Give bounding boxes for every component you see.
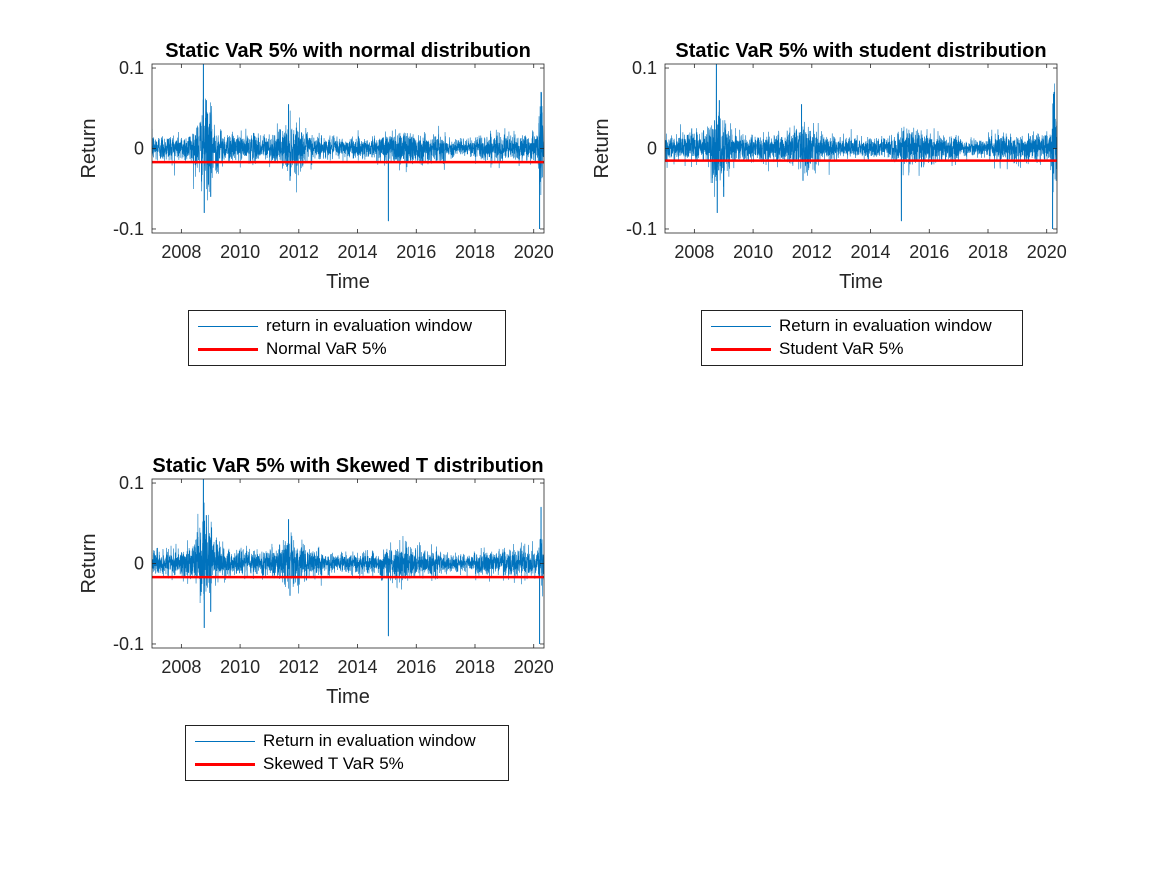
y-tick-label: 0.1 (119, 473, 144, 493)
chart-title: Static VaR 5% with student distribution (675, 40, 1046, 62)
legend-item-return: Return in evaluation window (702, 315, 1022, 337)
x-tick-label: 2016 (396, 242, 436, 262)
legend-swatch-return (711, 326, 771, 327)
legend-student: Return in evaluation window Student VaR … (701, 310, 1023, 366)
x-tick-label: 2020 (514, 242, 554, 262)
legend-label-var: Normal VaR 5% (266, 339, 387, 358)
y-tick-label: 0.1 (632, 58, 657, 78)
x-tick-label: 2012 (279, 242, 319, 262)
x-axis-label: Time (326, 686, 370, 708)
y-tick-label: -0.1 (626, 219, 657, 239)
x-tick-label: 2014 (338, 657, 378, 677)
x-axis-label: Time (839, 271, 883, 293)
chart-title: Static VaR 5% with normal distribution (165, 40, 531, 62)
x-axis-label: Time (326, 271, 370, 293)
y-tick-label: -0.1 (113, 634, 144, 654)
legend-item-var: Student VaR 5% (702, 338, 1022, 360)
chart-panel-skewed-t: 2008 2010 2012 2014 2016 2018 2020 -0.1 0 0.1 Stat… (0, 0, 580, 720)
plot-area (665, 64, 1057, 229)
legend-swatch-return (195, 741, 255, 742)
x-tick-label: 2012 (792, 242, 832, 262)
x-tick-label: 2018 (455, 657, 495, 677)
legend-label-return: Return in evaluation window (779, 316, 992, 335)
legend-item-var: Normal VaR 5% (189, 338, 505, 360)
plot-area (152, 64, 544, 229)
legend-swatch-return (198, 326, 258, 327)
chart-panel-normal: 2008 2010 2012 2014 2016 2018 2020 -0.1 0 0.1 Stat… (0, 0, 580, 310)
x-tick-label: 2010 (733, 242, 773, 262)
y-tick-label: 0 (134, 554, 144, 574)
x-tick-label: 2014 (338, 242, 378, 262)
x-tick-label: 2008 (674, 242, 714, 262)
y-tick-label: 0 (134, 139, 144, 159)
chart-student: 2008 2010 2012 2014 2016 2018 2020 -0.1 0 0.1 Stat… (591, 40, 1067, 293)
x-tick-label: 2018 (968, 242, 1008, 262)
y-tick-label: 0.1 (119, 58, 144, 78)
x-tick-label: 2020 (514, 657, 554, 677)
y-tick-label: 0 (647, 139, 657, 159)
legend-swatch-var (198, 348, 258, 351)
legend-label-return: return in evaluation window (266, 316, 473, 335)
x-tick-label: 2010 (220, 657, 260, 677)
legend-label-var: Skewed T VaR 5% (263, 754, 404, 773)
return-series-line (152, 479, 544, 644)
x-tick-label: 2014 (851, 242, 891, 262)
x-tick-label: 2008 (161, 242, 201, 262)
legend-label-var: Student VaR 5% (779, 339, 904, 358)
chart-skewed-t: 2008 2010 2012 2014 2016 2018 2020 -0.1 0 0.1 Stat… (78, 455, 554, 708)
x-tick-label: 2008 (161, 657, 201, 677)
x-tick-label: 2020 (1027, 242, 1067, 262)
return-series-line (665, 64, 1057, 229)
y-axis-label: Return (591, 118, 613, 178)
plot-area (152, 479, 544, 644)
y-axis-label: Return (78, 533, 100, 593)
legend-skewed-t: Return in evaluation window Skewed T VaR… (185, 725, 509, 781)
x-tick-label: 2018 (455, 242, 495, 262)
legend-item-var: Skewed T VaR 5% (186, 753, 508, 775)
legend-swatch-var (711, 348, 771, 351)
chart-panel-student: 2008 2010 2012 2014 2016 2018 2020 -0.1 0 0.1 Stat… (0, 0, 1167, 310)
legend-normal: return in evaluation window Normal VaR 5… (188, 310, 506, 366)
y-axis-label: Return (78, 118, 100, 178)
legend-item-return: Return in evaluation window (186, 730, 508, 752)
return-series-line (152, 64, 544, 229)
y-tick-label: -0.1 (113, 219, 144, 239)
legend-swatch-var (195, 763, 255, 766)
chart-title: Static VaR 5% with Skewed T distribution (152, 455, 543, 477)
x-tick-label: 2016 (396, 657, 436, 677)
legend-label-return: Return in evaluation window (263, 731, 476, 750)
chart-normal: 2008 2010 2012 2014 2016 2018 2020 -0.1 0 0.1 Stat… (78, 40, 554, 293)
x-tick-label: 2012 (279, 657, 319, 677)
legend-item-return: return in evaluation window (189, 315, 505, 337)
x-tick-label: 2016 (909, 242, 949, 262)
x-tick-label: 2010 (220, 242, 260, 262)
